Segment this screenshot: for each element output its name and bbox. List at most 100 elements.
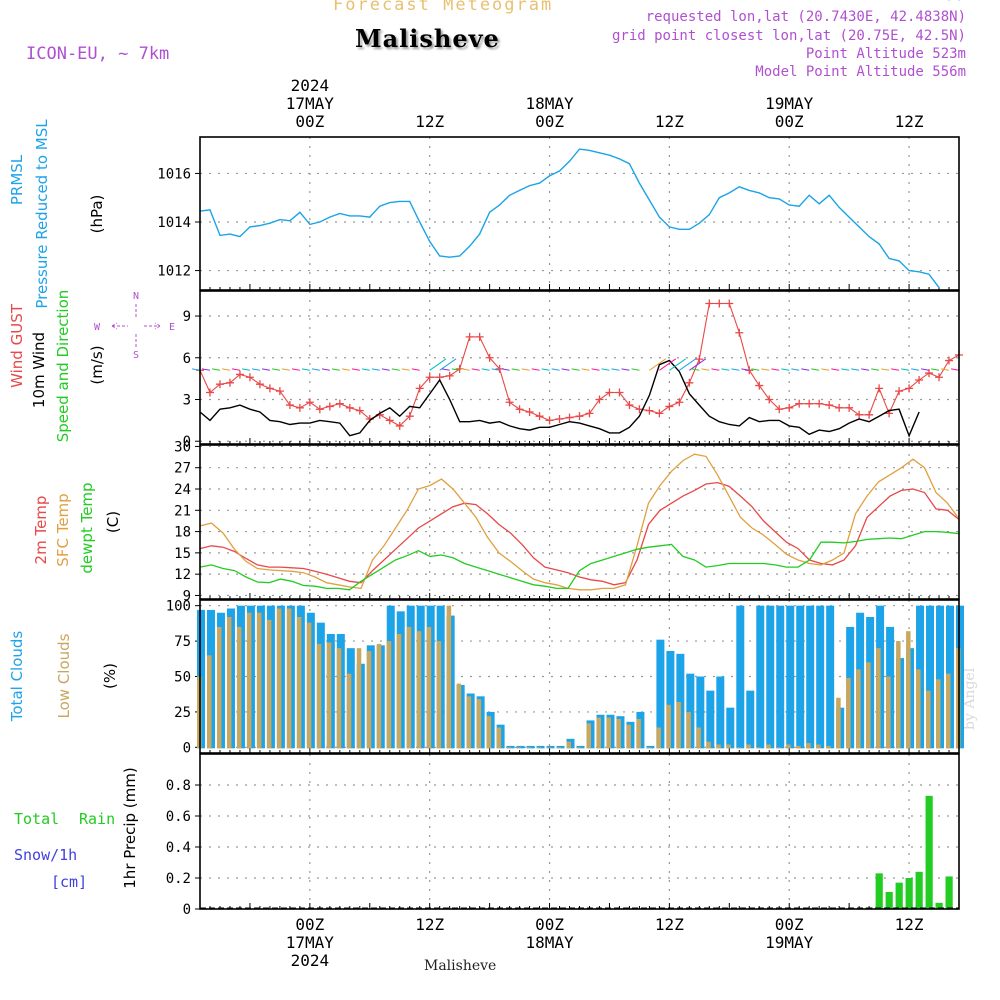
gust-point [915,376,924,385]
low-cloud-bar [896,641,901,749]
top-date-label: 17MAY [286,94,335,113]
total-cloud-bar [696,676,705,749]
total-cloud-bar [686,673,695,749]
low-cloud-bar [306,622,312,749]
pressure-point [279,218,281,221]
gust-point [665,402,674,411]
wind-arrow [411,368,420,371]
pressure-unit-label: (hPa) [88,195,106,234]
wind-arrow [501,368,510,371]
wind-arrow [691,368,700,371]
low-cloud-bar [586,723,591,749]
temp-unit-label: (C) [104,511,122,533]
gust-point [425,373,434,382]
total-cloud-bar [536,745,545,749]
pressure-point [479,233,481,235]
wind-arrow [192,368,201,371]
low-cloud-bar [456,683,462,749]
gust-point [895,387,904,396]
gust-point [295,403,304,412]
pressure-point [698,222,700,224]
low-clouds-label: Low Clouds [55,633,73,718]
low-cloud-bar [706,741,711,749]
gust-point [505,398,514,407]
wind-arrow [541,368,550,371]
low-cloud-bar [756,747,761,749]
total-cloud-bar [826,605,835,749]
top-date-label: 19MAY [765,94,814,113]
wind-arrow [311,368,320,371]
wind-arrow [439,358,457,371]
low-cloud-bar [726,744,731,749]
low-cloud-bar [396,634,402,749]
pressure-point [339,212,341,215]
pressure-point [399,200,401,202]
low-cloud-bar [686,711,691,749]
low-cloud-bar [356,648,362,749]
total-cloud-bar [556,745,565,749]
y-tick-label: 24 [174,482,191,498]
pressure-point [548,175,551,177]
wind-arrow [611,368,620,371]
low-cloud-bar [636,719,641,749]
wind-arrow [931,368,940,371]
wind-arrow [601,368,610,371]
pressure-point [718,197,720,199]
low-cloud-bar [816,744,821,749]
low-cloud-bar [376,643,382,749]
pressure-point [688,228,690,230]
gust-point [755,381,764,390]
rain-bar [895,882,903,909]
gust-point [255,380,264,389]
temp-sfc-line [199,453,960,591]
low-cloud-bar [606,717,611,749]
bottom-time-label: 12Z [655,915,684,934]
low-cloud-bar [506,747,512,749]
gust-point [705,299,714,308]
total-cloud-bar [656,639,665,749]
pressure-point [648,199,651,201]
rain-label: Rain [79,810,115,828]
total-cloud-bar [526,745,535,749]
total-cloud-bar [546,745,555,749]
wind-arrow [291,368,300,371]
low-cloud-bar [266,619,272,749]
y-tick-label: 25 [174,705,191,721]
top-time-label: 00Z [535,112,564,131]
temp-2m-label: 2m Temp [32,496,50,565]
gust-point [725,299,734,308]
low-cloud-bar [346,673,352,749]
low-cloud-bar [616,719,621,749]
gust-point [245,373,254,382]
pressure-point [229,233,231,235]
y-tick-label: 12 [174,567,191,583]
low-cloud-bar [316,643,322,749]
wind-arrow [321,368,330,371]
wind-arrow [831,368,840,371]
low-cloud-bar [736,747,741,749]
model-altitude: Model Point Altitude 556m [755,64,966,80]
pressure-point [289,220,291,222]
low-cloud-bar [416,631,422,749]
y-tick-label: 9 [183,588,191,604]
pressure-line [199,148,940,289]
panel-frame [199,444,960,600]
pressure-point [628,163,631,165]
wind-arrow [341,368,350,371]
pressure-point [588,149,591,151]
total-cloud-bar [726,707,735,749]
panel-frame [199,599,960,754]
pressure-point [848,216,850,218]
top-year-label: 2024 [291,76,330,95]
pressure-point [918,271,920,273]
wind-arrow [811,368,820,371]
total-cloud-bar [576,745,585,749]
pressure-point [439,255,441,257]
gust-point [415,384,424,393]
wind-arrow [741,368,750,371]
low-cloud-bar [876,648,881,749]
pressure-point [578,148,581,150]
pressure-point [828,194,830,196]
top-date-label: 18MAY [525,94,574,113]
pressure-point [299,211,301,213]
